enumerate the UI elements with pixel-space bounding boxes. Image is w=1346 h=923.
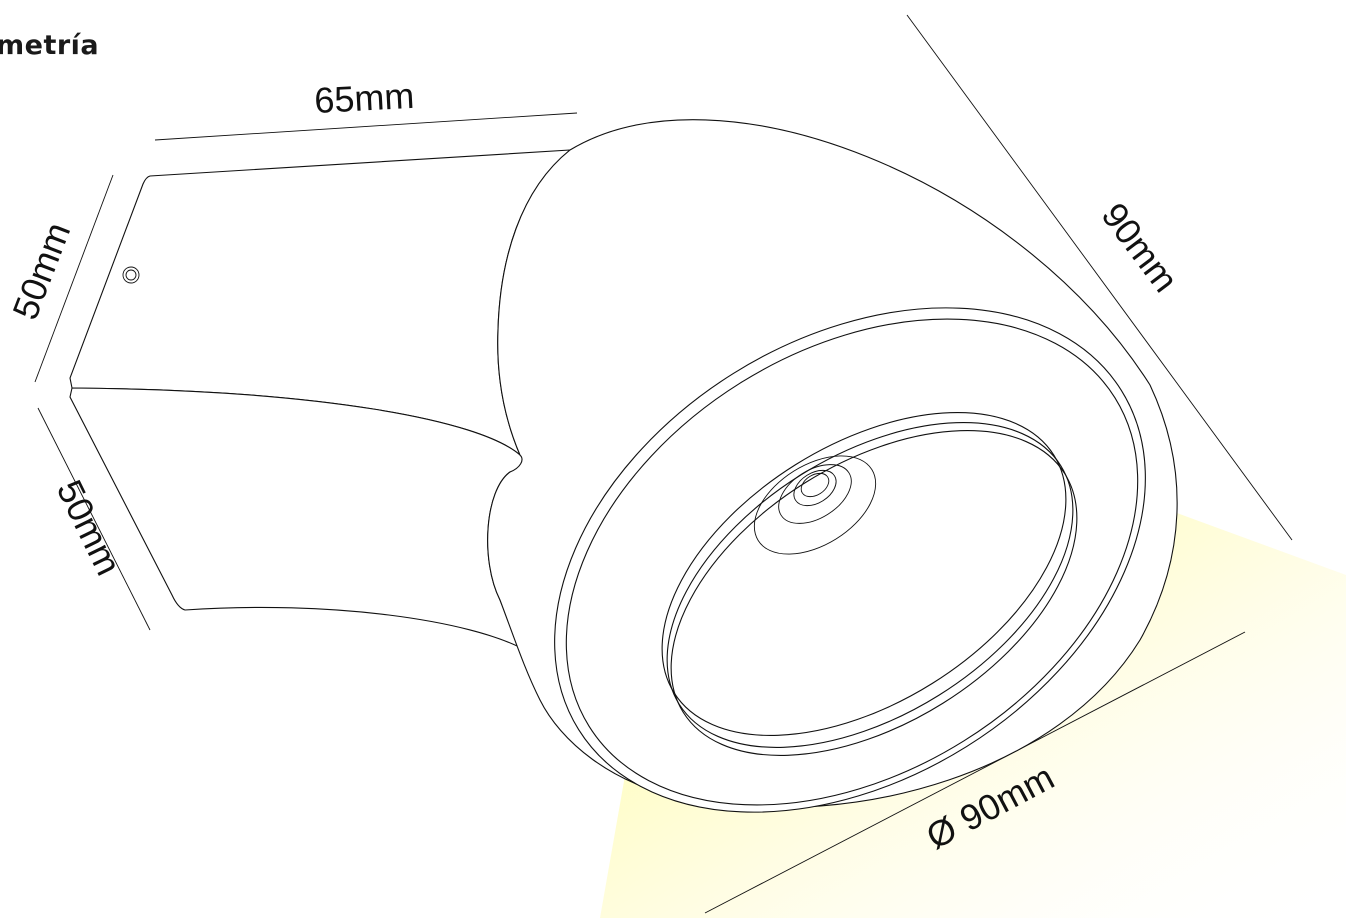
dim-line-diameter — [704, 631, 1246, 914]
screw-icon — [122, 266, 140, 284]
page-title: metría — [0, 30, 100, 61]
dim-label-90mm-depth: 90mm — [1094, 195, 1187, 300]
dim-line-90mm-depth — [906, 14, 1293, 541]
bracket-front-face — [69, 387, 526, 651]
lens-glow — [661, 412, 1067, 736]
head-front-rim-outer — [554, 307, 1146, 813]
led-emitter-icon — [753, 455, 877, 555]
dim-line-50mm-upper — [34, 174, 114, 383]
dim-label-65mm: 65mm — [313, 75, 415, 121]
dim-line-50mm-lower — [37, 407, 151, 631]
dim-label-50mm-upper: 50mm — [4, 217, 78, 325]
dim-line-65mm — [154, 112, 578, 141]
head-front-rim-inner — [565, 318, 1139, 806]
